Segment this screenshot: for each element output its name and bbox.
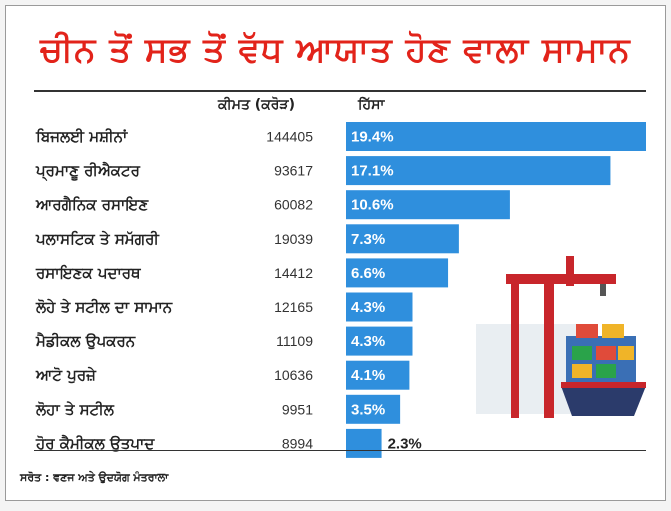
value-label: 60082 [274,197,313,213]
value-label: 19039 [274,231,313,247]
illustration-shape [576,324,598,338]
illustration-shape [561,382,646,388]
illustration-shape [544,278,554,418]
share-bar [346,258,449,288]
share-bar [346,122,646,151]
illustration-shape [506,274,616,284]
share-bar [346,394,401,424]
category-label: ਪਲਾਸਟਿਕ ਤੇ ਸਮੱਗਰੀ [35,230,160,248]
category-label: ਲੋਹੇ ਤੇ ਸਟੀਲ ਦਾ ਸਾਮਾਨ [35,298,173,316]
category-label: ਹੋਰ ਕੈਮੀਕਲ ਉਤਪਾਦ [35,434,155,452]
illustration-shape [566,336,636,386]
category-label: ਬਿਜਲਈ ਮਸ਼ੀਨਾਂ [35,128,128,146]
share-label: 3.5% [351,401,385,418]
chart-title: ਚੀਨ ਤੋਂ ਸਭ ਤੋਂ ਵੱਧ ਆਯਾਤ ਹੋਣ ਵਾਲਾ ਸਾਮਾਨ [40,30,631,70]
illustration-shape [566,256,574,286]
share-bar [346,224,459,254]
illustration-shape [572,346,592,360]
illustration-shape [572,364,592,378]
category-label: ਆਰਗੈਨਿਕ ਰਸਾਇਣ [35,196,149,214]
value-label: 9951 [282,401,313,417]
value-label: 8994 [282,435,313,451]
top-rule [34,90,646,92]
category-label: ਲੋਹਾ ਤੇ ਸਟੀਲ [35,400,115,418]
illustration-shape [596,364,616,378]
category-label: ਰਸਾਇਣਕ ਪਦਾਰਥ [35,264,142,282]
illustration-shape [602,324,624,338]
share-bar [346,156,611,186]
value-label: 11109 [276,333,313,349]
bar-chart: ਬਿਜਲਈ ਮਸ਼ੀਨਾਂ 144405 19.4% ਪ੍ਰਮਾਣੂ ਰੀਐਕਟਰ 93… [35,122,646,458]
source-note: ਸਰੋਤ : ਵਣਜ ਅਤੇ ਉਦਯੋਗ ਮੰਤਰਾਲਾ [20,471,169,484]
value-label: 10636 [274,367,313,383]
illustration-shape [600,284,606,296]
share-label: 19.4% [351,129,394,146]
value-label: 12165 [274,299,313,315]
illustration-shape [618,346,634,360]
illustration-shape [511,278,519,418]
share-bar [346,292,413,322]
bottom-rule [34,450,646,451]
share-label: 7.3% [351,231,385,248]
share-bar [346,428,382,458]
share-label: 4.1% [351,367,385,384]
share-bar [346,190,510,220]
value-label: 14412 [274,265,313,281]
value-column-header: ਕੀਮਤ (ਕਰੋੜ) [218,97,295,113]
illustration-shape [561,386,646,416]
value-label: 93617 [274,163,313,179]
illustration-shape [596,346,616,360]
share-label: 4.3% [351,299,385,316]
share-label: 6.6% [351,265,385,282]
share-bar [346,360,410,390]
port-crane-illustration [476,256,646,418]
share-label: 10.6% [351,197,394,214]
category-label: ਪ੍ਰਮਾਣੂ ਰੀਐਕਟਰ [35,162,141,183]
category-label: ਆਟੋ ਪੁਰਜ਼ੇ [35,366,97,384]
share-label: 4.3% [351,333,385,350]
infographic-frame: ਚੀਨ ਤੋਂ ਸਭ ਤੋਂ ਵੱਧ ਆਯਾਤ ਹੋਣ ਵਾਲਾ ਸਾਮਾਨ ਕ… [5,5,666,501]
share-bar [346,326,413,356]
value-label: 144405 [266,129,313,145]
category-label: ਮੈਡੀਕਲ ਉਪਕਰਨ [35,332,136,350]
share-column-header: ਹਿੱਸਾ [358,97,385,113]
share-label: 17.1% [351,163,394,180]
share-label: 2.3% [388,435,422,452]
